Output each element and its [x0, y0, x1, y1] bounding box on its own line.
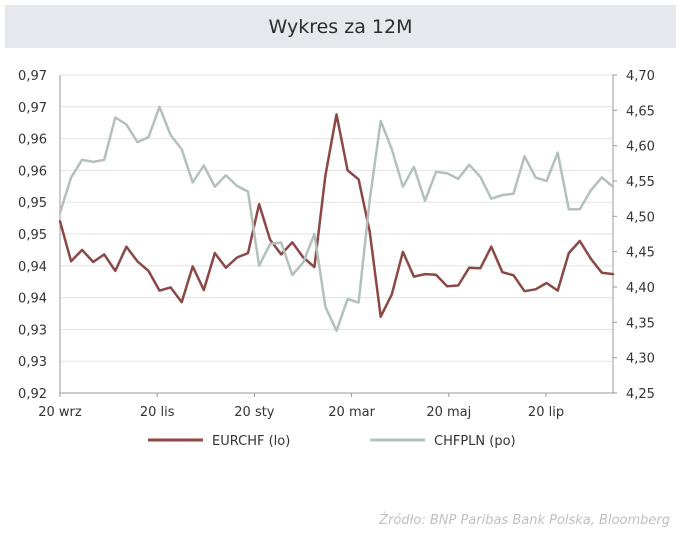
y-left-tick-label: 0,93 [18, 355, 47, 370]
y-right-tick-label: 4,60 [626, 140, 655, 155]
legend-label-chfpln: CHFPLN (po) [434, 434, 516, 449]
legend-label-eurchf: EURCHF (lo) [212, 434, 290, 449]
y-right-tick-label: 4,35 [626, 316, 655, 331]
y-left-tick-label: 0,94 [18, 260, 47, 275]
chart-title: Wykres za 12M [268, 15, 413, 38]
y-left-tick-label: 0,93 [18, 323, 47, 338]
y-left-tick-label: 0,94 [18, 292, 47, 307]
chart-title-bar: Wykres za 12M [5, 5, 676, 48]
series-line-eurchf [58, 113, 615, 318]
y-right-tick-label: 4,70 [626, 69, 655, 84]
series-line-chfpln [58, 105, 615, 333]
y-left-tick-label: 0,96 [18, 164, 47, 179]
source-note: Źródło: BNP Paribas Bank Polska, Bloombe… [379, 513, 670, 528]
y-right-tick-label: 4,50 [626, 210, 655, 225]
y-left-tick-label: 0,95 [18, 228, 47, 243]
y-right-tick-label: 4,30 [626, 352, 655, 367]
x-tick-label: 20 mar [328, 405, 375, 420]
x-tick-label: 20 lip [528, 405, 564, 420]
y-right-tick-label: 4,45 [626, 246, 655, 261]
y-left-tick-label: 0,96 [18, 133, 47, 148]
x-tick-label: 20 lis [140, 405, 175, 420]
x-tick-label: 20 wrz [38, 405, 82, 420]
y-right-tick-label: 4,25 [626, 387, 655, 402]
y-left-tick-label: 0,95 [18, 196, 47, 211]
y-left-tick-label: 0,97 [18, 69, 47, 84]
x-tick-label: 20 sty [234, 405, 275, 420]
y-left-tick-label: 0,92 [18, 387, 47, 402]
y-right-tick-label: 4,65 [626, 104, 655, 119]
y-right-tick-label: 4,40 [626, 281, 655, 296]
y-right-tick-label: 4,55 [626, 175, 655, 190]
x-tick-label: 20 maj [426, 405, 471, 420]
y-left-tick-label: 0,97 [18, 101, 47, 116]
